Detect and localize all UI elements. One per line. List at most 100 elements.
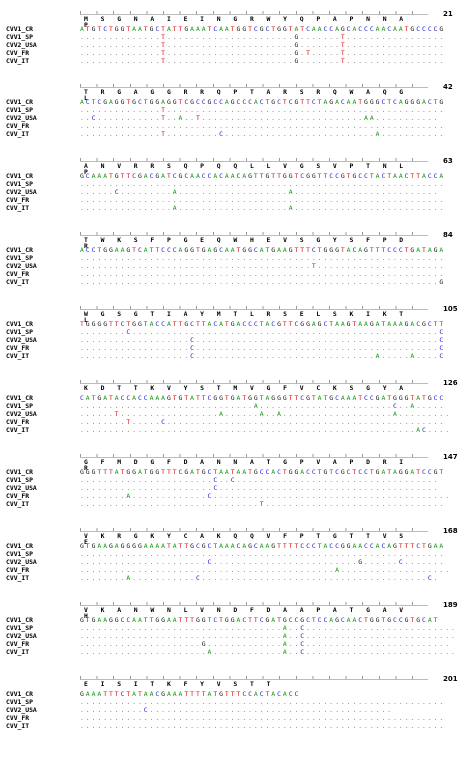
variant-sequence: ........C...............................…	[80, 328, 444, 336]
amino-acid: G	[266, 384, 271, 392]
amino-acid: A	[366, 88, 370, 96]
amino-acid: T	[366, 532, 370, 540]
variant-sequence: ........A.............C.................…	[80, 492, 450, 500]
amino-acid: I	[133, 680, 138, 688]
amino-acid: G	[166, 88, 171, 96]
amino-acid: G	[117, 15, 122, 23]
variant-sequence: ........A...........C...................…	[80, 574, 438, 582]
variant-sequence: .......................C..C.............…	[80, 476, 438, 484]
amino-acid: S	[133, 236, 138, 244]
amino-acid-translation: V K R G K Y C A K Q Q V F P T G T T V SE	[84, 533, 424, 546]
amino-acid: I	[366, 310, 370, 318]
amino-acid: A	[399, 15, 404, 23]
variant-sequence: ........................................…	[80, 122, 444, 130]
amino-acid: G	[133, 310, 138, 318]
sequence-name: CVV1_CR	[6, 172, 33, 180]
sequence-name: CVV1_CR	[6, 542, 33, 550]
sequence-names: CVV1_CR CVV1_SP CVV2_USA CVV_FR CVV_IT	[6, 616, 37, 656]
sequence-name: CVV1_SP	[6, 624, 33, 632]
sequence-name: CVV1_CR	[6, 468, 33, 476]
amino-acid: S	[299, 236, 304, 244]
sequence-name: CVV1_CR	[6, 394, 33, 402]
variant-sequence: ........................................…	[80, 196, 444, 204]
amino-acid: A	[84, 162, 88, 170]
amino-acid: R	[117, 532, 122, 540]
amino-acid: S	[166, 162, 171, 170]
variant-sequence: ...................C....................…	[80, 336, 444, 344]
amino-acid: N	[366, 15, 370, 23]
amino-acid: N	[216, 606, 221, 614]
amino-acid: T	[84, 88, 88, 96]
position-ruler	[80, 675, 428, 680]
amino-acid: S	[283, 310, 287, 318]
sequence-name: CVV2_USA	[6, 706, 37, 714]
sequence-name: CVV_FR	[6, 196, 30, 204]
amino-acid: A	[332, 606, 337, 614]
amino-acid: A	[117, 606, 122, 614]
amino-acid: L	[399, 162, 404, 170]
sequence-name: CVV_FR	[6, 492, 30, 500]
variant-sequence: ......................C.................…	[80, 558, 444, 566]
variant-sequence: ...................................A..C.…	[80, 624, 455, 632]
position-ruler	[80, 231, 428, 236]
sequence-name: CVV1_CR	[6, 25, 33, 33]
amino-acid: T	[150, 310, 155, 318]
amino-acid: T	[399, 310, 404, 318]
variant-sequence: ........................................…	[80, 698, 444, 706]
sequence-name: CVV_FR	[6, 122, 30, 130]
sequence-name: CVV2_USA	[6, 262, 37, 270]
variant-sequence: ...................C....................…	[80, 352, 444, 360]
amino-acid: G	[84, 458, 88, 466]
amino-acid: F	[283, 532, 287, 540]
variant-sequence: ..............................A.........…	[80, 402, 444, 410]
amino-acid: R	[249, 15, 254, 23]
amino-acid: A	[200, 532, 205, 540]
amino-acid: M	[84, 15, 88, 23]
variant-sequence: ........................................…	[80, 426, 450, 434]
amino-acid: Q	[216, 162, 221, 170]
amino-acid: S	[233, 680, 238, 688]
variant-sequence: ..............T.........C...............…	[80, 130, 444, 138]
amino-acid: V	[84, 532, 88, 540]
sequence-name: CVV_FR	[6, 344, 30, 352]
amino-acid: P	[84, 168, 88, 177]
amino-acid: W	[100, 236, 105, 244]
amino-acid: E	[200, 236, 205, 244]
sequence-names: CVV1_CR CVV1_SP CVV2_USA CVV_FR CVV_IT	[6, 246, 37, 286]
sequence-name: CVV_FR	[6, 270, 30, 278]
sequence-name: CVV_FR	[6, 418, 30, 426]
amino-acid: W	[84, 310, 88, 318]
position-number: 126	[443, 379, 458, 387]
variant-sequence: ........................................…	[80, 566, 450, 574]
amino-acid-translation: V K A N W N L V N D F D A A P A T G A VH	[84, 607, 424, 620]
amino-acid: E	[266, 236, 271, 244]
amino-acid: D	[100, 384, 105, 392]
variant-sequence: ........................................…	[80, 254, 444, 262]
amino-acid: N	[133, 15, 138, 23]
amino-acid: R	[200, 88, 205, 96]
amino-acid: L	[183, 606, 188, 614]
amino-acid-translation: M S G N A I E I N G R W Y Q P A P N N AP	[84, 16, 424, 29]
amino-acid: K	[216, 532, 221, 540]
amino-acid: P	[233, 88, 238, 96]
position-number: 42	[443, 83, 453, 91]
amino-acid: R	[100, 88, 105, 96]
position-number: 168	[443, 527, 458, 535]
amino-acid: D	[183, 458, 188, 466]
amino-acid: N	[216, 15, 221, 23]
variant-sequence: ...............................T........…	[80, 500, 444, 508]
amino-acid: D	[133, 458, 138, 466]
amino-acid: F	[166, 458, 171, 466]
variant-sequence: ...................C....................…	[80, 344, 444, 352]
amino-acid: A	[150, 15, 155, 23]
sequence-name: CVV1_CR	[6, 98, 33, 106]
amino-acid: Y	[200, 310, 205, 318]
amino-acid: R	[382, 458, 387, 466]
sequence-name: CVV1_CR	[6, 616, 33, 624]
